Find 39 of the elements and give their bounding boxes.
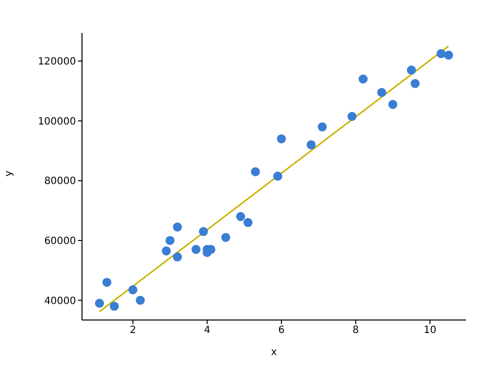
point — [410, 79, 420, 88]
point — [236, 212, 246, 222]
point — [377, 88, 386, 97]
point — [250, 167, 260, 176]
y-tick-label: 40000 — [44, 296, 76, 307]
point — [276, 134, 286, 144]
point — [172, 222, 182, 232]
point — [444, 50, 454, 60]
point — [192, 244, 201, 254]
y-tick-label: 120000 — [38, 56, 76, 68]
x-tick-label: 4 — [204, 325, 210, 336]
point — [128, 285, 138, 294]
point — [406, 66, 416, 75]
point — [358, 74, 368, 84]
y-tick-label: 80000 — [44, 176, 76, 188]
y-axis-title: y — [4, 170, 15, 176]
point — [221, 232, 230, 242]
point — [110, 302, 119, 311]
point — [243, 218, 253, 228]
point — [136, 296, 145, 305]
x-tick-label: 8 — [352, 325, 359, 336]
x-tick-label: 10 — [424, 325, 436, 336]
point — [166, 236, 175, 245]
point — [306, 140, 316, 150]
point — [388, 100, 398, 109]
x-axis-title: x — [271, 347, 278, 358]
point — [273, 172, 282, 181]
point — [436, 49, 446, 58]
point — [172, 252, 182, 262]
point — [102, 278, 112, 287]
point — [94, 298, 104, 308]
point — [318, 122, 327, 132]
point — [162, 246, 171, 256]
x-tick-label: 6 — [278, 325, 285, 336]
point — [198, 227, 208, 236]
y-tick-label: 60000 — [44, 236, 76, 248]
point — [347, 112, 356, 121]
y-tick-label: 100000 — [38, 116, 76, 128]
x-tick-label: 2 — [130, 325, 136, 336]
